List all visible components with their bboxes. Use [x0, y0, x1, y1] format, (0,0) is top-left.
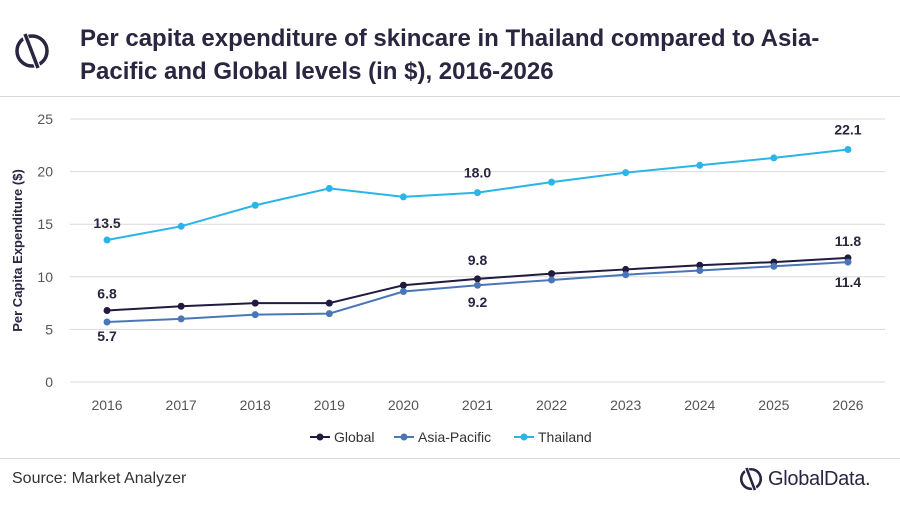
- y-tick-label: 0: [45, 374, 53, 390]
- header-divider: [0, 96, 900, 97]
- y-tick-label: 25: [37, 111, 53, 127]
- data-point: [696, 261, 704, 269]
- data-point: [548, 270, 556, 278]
- globaldata-logo-icon: [739, 466, 763, 491]
- legend-label: Global: [334, 429, 374, 445]
- y-tick-label: 20: [37, 164, 53, 180]
- data-point: [325, 310, 333, 318]
- data-point: [399, 281, 407, 289]
- data-point: [325, 299, 333, 307]
- x-tick-label: 2026: [832, 397, 863, 413]
- data-label: 5.7: [97, 328, 117, 344]
- data-point: [844, 146, 852, 154]
- data-point: [548, 178, 556, 186]
- x-tick-label: 2021: [462, 397, 493, 413]
- x-tick-label: 2020: [388, 397, 419, 413]
- y-tick-label: 5: [45, 321, 53, 337]
- data-point: [474, 281, 481, 289]
- y-tick-label: 10: [37, 269, 53, 285]
- x-tick-label: 2024: [684, 397, 715, 413]
- source-note: Source: Market Analyzer: [12, 470, 187, 487]
- legend-label: Thailand: [538, 429, 592, 445]
- data-point: [177, 302, 185, 310]
- data-label: 13.5: [93, 215, 120, 231]
- data-point: [251, 299, 259, 307]
- data-point: [844, 258, 852, 266]
- legend-marker: [316, 433, 324, 441]
- data-label: 18.0: [464, 165, 491, 181]
- data-point: [696, 266, 704, 274]
- data-point: [622, 265, 630, 273]
- x-tick-label: 2022: [536, 397, 567, 413]
- y-tick-label: 15: [37, 216, 53, 232]
- data-point: [251, 311, 259, 319]
- x-tick-label: 2017: [166, 397, 197, 413]
- data-label: 9.8: [468, 252, 488, 268]
- data-point: [770, 262, 778, 270]
- data-point: [770, 154, 778, 162]
- data-point: [251, 201, 259, 209]
- data-point: [474, 275, 481, 283]
- data-point: [177, 222, 185, 230]
- chart-title: Per capita expenditure of skincare in Th…: [80, 25, 820, 85]
- globaldata-logo: GlobalData.: [738, 464, 871, 494]
- data-label: 22.1: [834, 122, 861, 138]
- data-label: 6.8: [97, 285, 117, 301]
- x-tick-label: 2023: [610, 397, 641, 413]
- data-point: [103, 318, 111, 326]
- x-tick-label: 2019: [314, 397, 345, 413]
- globaldata-mark-icon: [15, 31, 49, 70]
- data-point: [103, 236, 111, 244]
- x-tick-label: 2025: [758, 397, 789, 413]
- data-point: [399, 193, 407, 201]
- data-point: [622, 169, 630, 177]
- data-label: 11.4: [835, 274, 862, 290]
- series-line: [107, 261, 849, 324]
- legend-marker: [520, 433, 528, 441]
- data-label: 9.2: [468, 294, 488, 310]
- footer-divider: [0, 458, 900, 459]
- legend-label: Asia-Pacific: [418, 429, 491, 445]
- data-point: [696, 161, 704, 169]
- data-point: [474, 189, 481, 197]
- data-point: [177, 315, 185, 323]
- data-point: [548, 276, 556, 284]
- data-label: 11.8: [835, 233, 862, 249]
- data-point: [622, 271, 630, 279]
- y-axis-title: Per Capita Expenditure ($): [10, 169, 25, 332]
- x-tick-label: 2018: [240, 397, 271, 413]
- x-tick-label: 2016: [91, 397, 122, 413]
- legend-marker: [400, 433, 408, 441]
- globaldata-wordmark: GlobalData.: [768, 467, 871, 490]
- data-point: [103, 306, 111, 314]
- data-point: [399, 288, 407, 296]
- data-point: [325, 184, 333, 192]
